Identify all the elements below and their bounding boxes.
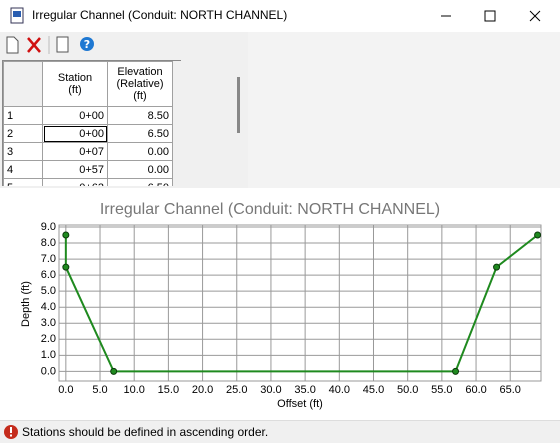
corner-cell xyxy=(3,61,43,107)
title-icons xyxy=(10,7,541,24)
close[interactable] xyxy=(529,10,541,22)
x-tick-label: 60.0 xyxy=(465,384,486,396)
delete-button[interactable] xyxy=(27,37,41,53)
chart: Irregular Channel (Conduit: NORTH CHANNE… xyxy=(20,201,542,410)
table-cell: 0+57 xyxy=(42,160,108,179)
data-point xyxy=(110,367,118,375)
x-tick-label: 15.0 xyxy=(158,384,179,396)
help-glyph: ? xyxy=(84,38,90,51)
y-axis-label: Depth (ft) xyxy=(20,281,32,327)
column-header: Station (ft) xyxy=(42,61,108,107)
maximize[interactable] xyxy=(484,10,496,22)
table-cell: 0+00 xyxy=(42,106,108,125)
row-number: 4 xyxy=(3,160,43,179)
x-tick-label: 40.0 xyxy=(329,384,350,396)
x-tick-label: 0.0 xyxy=(58,384,73,396)
status-bar: Stations should be defined in ascending … xyxy=(0,420,560,443)
toolbar-icons: ? xyxy=(6,36,94,54)
y-tick-label: 4.0 xyxy=(41,301,56,313)
x-tick-label: 20.0 xyxy=(192,384,213,396)
table-cell: 0.00 xyxy=(107,160,173,179)
y-tick-label: 7.0 xyxy=(41,253,56,265)
row-number: 1 xyxy=(3,106,43,125)
table-row: 50+636.50 xyxy=(3,178,173,186)
data-point xyxy=(534,231,542,239)
help-button[interactable] xyxy=(80,37,94,51)
table-row: 3 0+07 0.00 xyxy=(3,142,173,161)
chart-title: Irregular Channel (Conduit: NORTH CHANNE… xyxy=(100,201,440,218)
header-row: Station (ft) Elevation (Relative) (ft) xyxy=(3,61,173,107)
table-cell: 6.50 xyxy=(107,178,173,186)
status-message: Stations should be defined in ascending … xyxy=(22,425,269,439)
y-tick-label: 9.0 xyxy=(41,221,56,233)
new-button[interactable] xyxy=(6,36,19,54)
app-icon-inner xyxy=(13,11,21,17)
x-tick-label: 35.0 xyxy=(294,384,315,396)
x-tick-label: 30.0 xyxy=(260,384,281,396)
x-tick-label: 50.0 xyxy=(397,384,418,396)
data-point xyxy=(452,367,460,375)
y-tick-label: 3.0 xyxy=(41,317,56,329)
table-cell: 0+63 xyxy=(42,178,108,186)
x-tick-label: 65.0 xyxy=(500,384,521,396)
table-cell: 0.00 xyxy=(107,142,173,161)
scroll-thumb[interactable] xyxy=(237,77,240,133)
row-number: 3 xyxy=(3,142,43,161)
table-cell: 0+07 xyxy=(42,142,108,161)
x-tick-label: 5.0 xyxy=(92,384,107,396)
series-line xyxy=(64,234,539,373)
window-title: Irregular Channel (Conduit: NORTH CHANNE… xyxy=(32,8,288,22)
table-row: 4 0+57 0.00 xyxy=(3,160,173,179)
x-axis-label: Offset (ft) xyxy=(277,398,323,410)
row-number: 5 xyxy=(3,178,43,186)
table-cell: 8.50 xyxy=(107,106,173,125)
data-grid: Station (ft) Elevation (Relative) (ft) 1 0+… xyxy=(2,60,181,186)
data-point xyxy=(62,231,70,239)
table-row: 1 0+00 8.50 xyxy=(3,106,173,125)
x-tick-label: 25.0 xyxy=(226,384,247,396)
right-panel xyxy=(248,32,560,188)
table-cell: 0+00 xyxy=(42,124,108,143)
y-tick-label: 8.0 xyxy=(41,237,56,249)
grid-table: Station (ft) Elevation (Relative) (ft) 1 0+… xyxy=(3,61,173,186)
toolbar: ? xyxy=(0,32,248,58)
x-tick-label: 45.0 xyxy=(363,384,384,396)
y-tick-label: 1.0 xyxy=(41,349,56,361)
plot-area xyxy=(58,224,542,382)
x-tick-label: 10.0 xyxy=(123,384,144,396)
error-icon xyxy=(4,425,18,439)
title-bar: Irregular Channel (Conduit: NORTH CHANNE… xyxy=(0,0,560,32)
data-point xyxy=(62,263,70,271)
table-cell: 6.50 xyxy=(107,124,173,143)
y-tick-label: 2.0 xyxy=(41,333,56,345)
x-tick-label: 55.0 xyxy=(431,384,452,396)
column-header: Elevation (Relative) (ft) xyxy=(107,61,173,107)
y-tick-label: 0.0 xyxy=(41,365,56,377)
report-button[interactable] xyxy=(56,36,69,53)
row-number: 2 xyxy=(3,124,43,143)
data-point xyxy=(493,263,501,271)
y-tick-label: 6.0 xyxy=(41,269,56,281)
table-row: 2 0+00 6.50 xyxy=(3,124,173,143)
scrollbar[interactable] xyxy=(234,75,244,135)
y-tick-label: 5.0 xyxy=(41,285,56,297)
